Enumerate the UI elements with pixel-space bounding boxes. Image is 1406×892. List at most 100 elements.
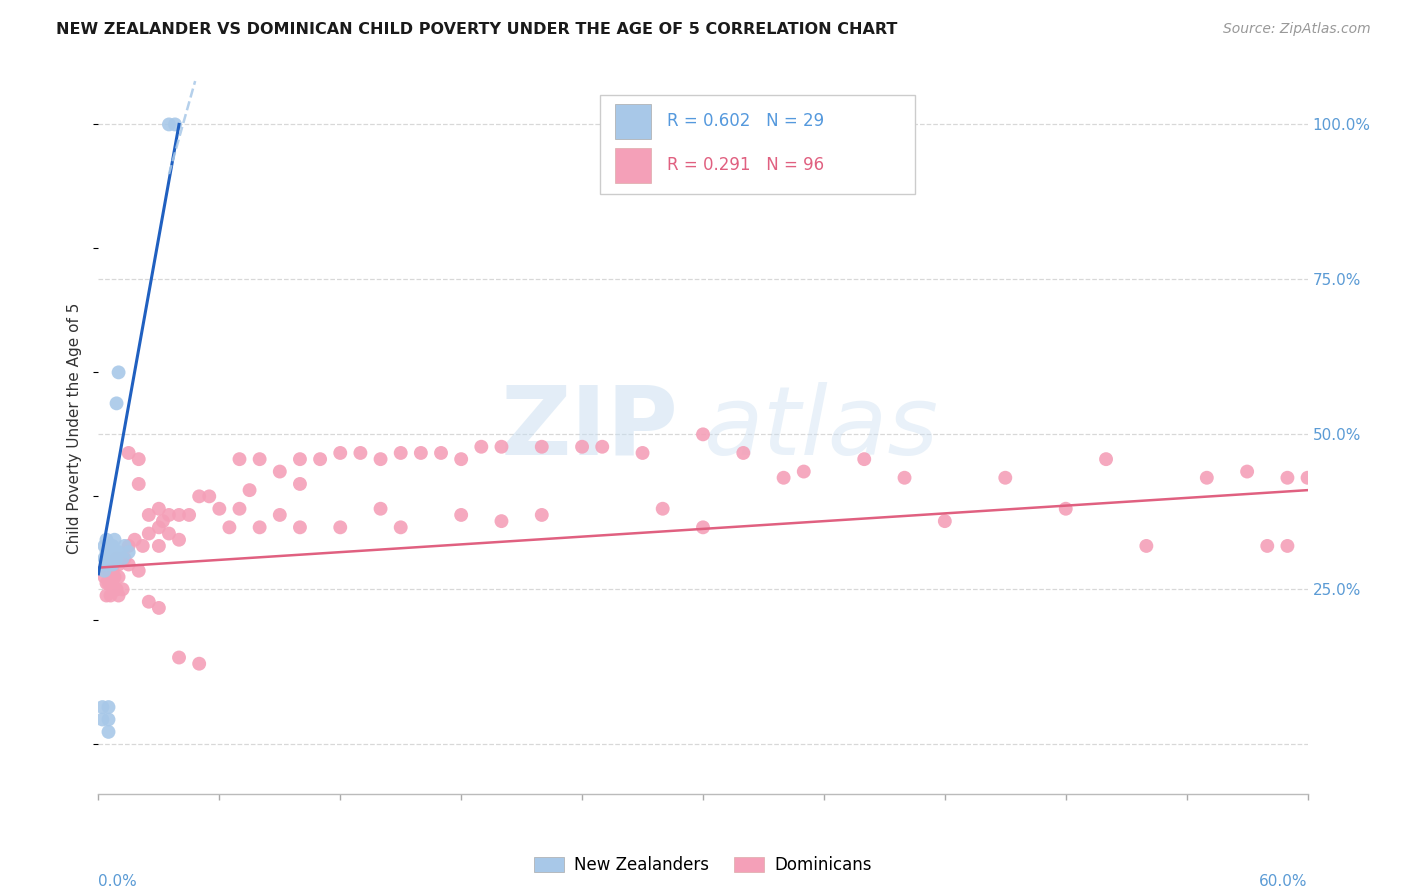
Point bbox=[105, 396, 128, 410]
Point bbox=[269, 465, 291, 479]
Point bbox=[105, 551, 128, 566]
Point bbox=[370, 501, 392, 516]
Point bbox=[111, 551, 134, 566]
Point bbox=[148, 520, 170, 534]
Point bbox=[101, 576, 124, 591]
Point bbox=[893, 471, 915, 485]
Point bbox=[100, 551, 122, 566]
Point bbox=[309, 452, 332, 467]
Point bbox=[167, 650, 190, 665]
Point bbox=[249, 520, 271, 534]
Point bbox=[118, 558, 141, 572]
Point bbox=[96, 576, 118, 591]
Point bbox=[239, 483, 262, 497]
Point bbox=[692, 427, 714, 442]
Point bbox=[228, 452, 250, 467]
Point bbox=[349, 446, 371, 460]
Point bbox=[1054, 501, 1077, 516]
Text: 0.0%: 0.0% bbox=[98, 874, 138, 889]
Point bbox=[450, 508, 472, 522]
Point bbox=[1195, 471, 1218, 485]
Point bbox=[772, 471, 794, 485]
Point bbox=[91, 700, 114, 714]
Point bbox=[93, 570, 115, 584]
Point bbox=[96, 545, 118, 559]
Point bbox=[138, 508, 160, 522]
Point bbox=[218, 520, 240, 534]
Point bbox=[994, 471, 1017, 485]
Text: atlas: atlas bbox=[703, 382, 938, 475]
Point bbox=[152, 514, 174, 528]
Point bbox=[157, 526, 180, 541]
Point bbox=[101, 558, 124, 572]
Text: R = 0.602   N = 29: R = 0.602 N = 29 bbox=[666, 112, 824, 130]
Point bbox=[118, 446, 141, 460]
Point bbox=[103, 533, 125, 547]
Point bbox=[100, 545, 122, 559]
Point bbox=[114, 551, 136, 566]
Point bbox=[96, 533, 118, 547]
Point bbox=[1256, 539, 1278, 553]
Point bbox=[692, 520, 714, 534]
Point bbox=[631, 446, 654, 460]
Point bbox=[188, 489, 211, 503]
Point bbox=[91, 713, 114, 727]
FancyBboxPatch shape bbox=[614, 148, 651, 183]
Text: Source: ZipAtlas.com: Source: ZipAtlas.com bbox=[1223, 22, 1371, 37]
Point bbox=[470, 440, 492, 454]
Point bbox=[101, 564, 124, 578]
Point bbox=[530, 440, 553, 454]
Point bbox=[105, 582, 128, 597]
Point bbox=[128, 564, 150, 578]
Point bbox=[450, 452, 472, 467]
FancyBboxPatch shape bbox=[614, 104, 651, 139]
Point bbox=[124, 533, 146, 547]
Point bbox=[107, 545, 129, 559]
Point bbox=[228, 501, 250, 516]
Point bbox=[93, 539, 115, 553]
Point bbox=[97, 700, 120, 714]
Point bbox=[1277, 539, 1299, 553]
FancyBboxPatch shape bbox=[600, 95, 915, 194]
Point bbox=[591, 440, 613, 454]
Point bbox=[571, 440, 593, 454]
Point bbox=[107, 558, 129, 572]
Point bbox=[111, 551, 134, 566]
Point bbox=[198, 489, 221, 503]
Point bbox=[118, 539, 141, 553]
Point bbox=[100, 564, 122, 578]
Point bbox=[132, 539, 155, 553]
Point bbox=[389, 446, 412, 460]
Point bbox=[269, 508, 291, 522]
Point bbox=[733, 446, 755, 460]
Legend: New Zealanders, Dominicans: New Zealanders, Dominicans bbox=[527, 849, 879, 880]
Point bbox=[101, 539, 124, 553]
Point bbox=[853, 452, 876, 467]
Point bbox=[138, 595, 160, 609]
Point bbox=[1277, 471, 1299, 485]
Point bbox=[128, 477, 150, 491]
Point bbox=[114, 539, 136, 553]
Point bbox=[288, 520, 311, 534]
Point bbox=[208, 501, 231, 516]
Point bbox=[651, 501, 673, 516]
Point bbox=[370, 452, 392, 467]
Point bbox=[107, 570, 129, 584]
Y-axis label: Child Poverty Under the Age of 5: Child Poverty Under the Age of 5 bbox=[67, 302, 83, 554]
Point bbox=[167, 508, 190, 522]
Point bbox=[97, 576, 120, 591]
Point bbox=[103, 570, 125, 584]
Text: R = 0.291   N = 96: R = 0.291 N = 96 bbox=[666, 156, 824, 174]
Point bbox=[97, 564, 120, 578]
Point bbox=[329, 520, 352, 534]
Point bbox=[1236, 465, 1258, 479]
Point bbox=[97, 545, 120, 559]
Text: 60.0%: 60.0% bbox=[1260, 874, 1308, 889]
Point bbox=[179, 508, 201, 522]
Point bbox=[430, 446, 453, 460]
Point bbox=[97, 725, 120, 739]
Point bbox=[1095, 452, 1118, 467]
Point bbox=[138, 526, 160, 541]
Point bbox=[93, 564, 115, 578]
Point bbox=[118, 545, 141, 559]
